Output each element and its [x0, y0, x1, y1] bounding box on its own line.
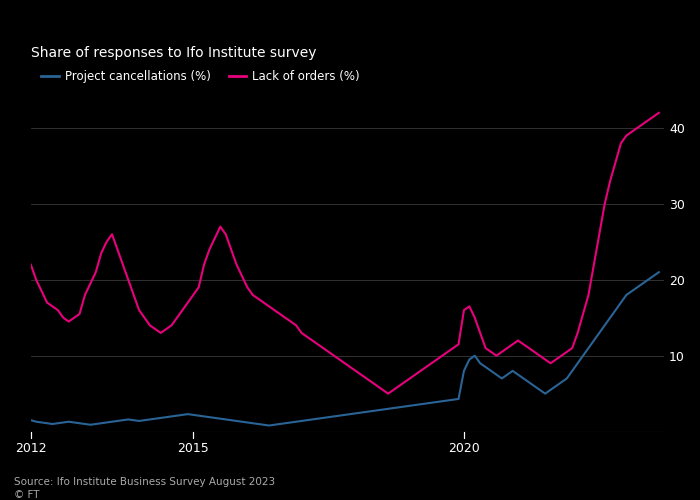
Legend: Project cancellations (%), Lack of orders (%): Project cancellations (%), Lack of order… [36, 65, 365, 88]
Text: © FT: © FT [14, 490, 39, 500]
Text: Source: Ifo Institute Business Survey August 2023: Source: Ifo Institute Business Survey Au… [14, 477, 275, 487]
Text: Share of responses to Ifo Institute survey: Share of responses to Ifo Institute surv… [31, 46, 316, 60]
